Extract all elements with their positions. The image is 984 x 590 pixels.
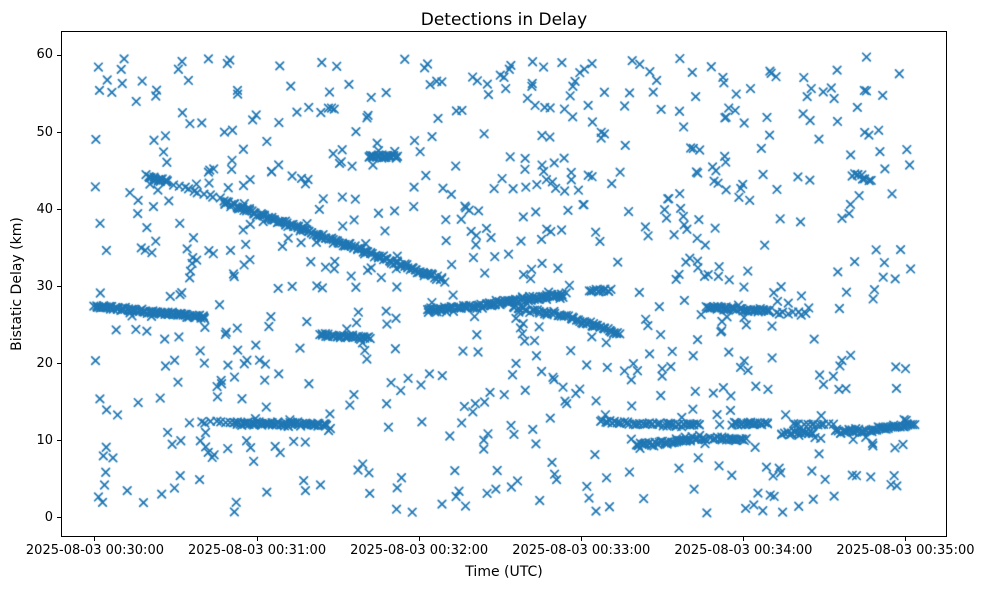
y-tick-label: 10 [36,432,53,448]
x-tick-label: 2025-08-03 00:33:00 [512,543,651,558]
y-tick-label: 30 [36,278,53,294]
y-tick-mark [57,286,61,288]
x-tick-mark [904,537,906,541]
y-tick-label: 60 [36,47,53,63]
x-tick-label: 2025-08-03 00:35:00 [836,543,975,558]
y-tick-label: 40 [36,201,53,217]
plot-area [61,31,947,537]
chart-title: Detections in Delay [420,10,588,30]
y-tick-mark [57,517,61,519]
x-tick-mark [94,537,96,541]
y-tick-label: 50 [36,124,53,140]
x-tick-label: 2025-08-03 00:32:00 [350,543,489,558]
x-tick-mark [580,537,582,541]
x-tick-label: 2025-08-03 00:31:00 [188,543,327,558]
y-axis-label: Bistatic Delay (km) [9,217,25,351]
x-tick-mark [256,537,258,541]
x-tick-label: 2025-08-03 00:30:00 [25,543,164,558]
y-tick-mark [57,440,61,442]
y-tick-mark [57,132,61,134]
y-tick-mark [57,363,61,365]
x-axis-label: Time (UTC) [465,564,543,580]
y-tick-mark [57,54,61,56]
scatter-canvas [62,32,946,536]
y-tick-mark [57,209,61,211]
y-tick-label: 0 [44,509,53,525]
x-tick-mark [418,537,420,541]
x-tick-label: 2025-08-03 00:34:00 [674,543,813,558]
y-tick-label: 20 [36,355,53,371]
x-tick-mark [742,537,744,541]
